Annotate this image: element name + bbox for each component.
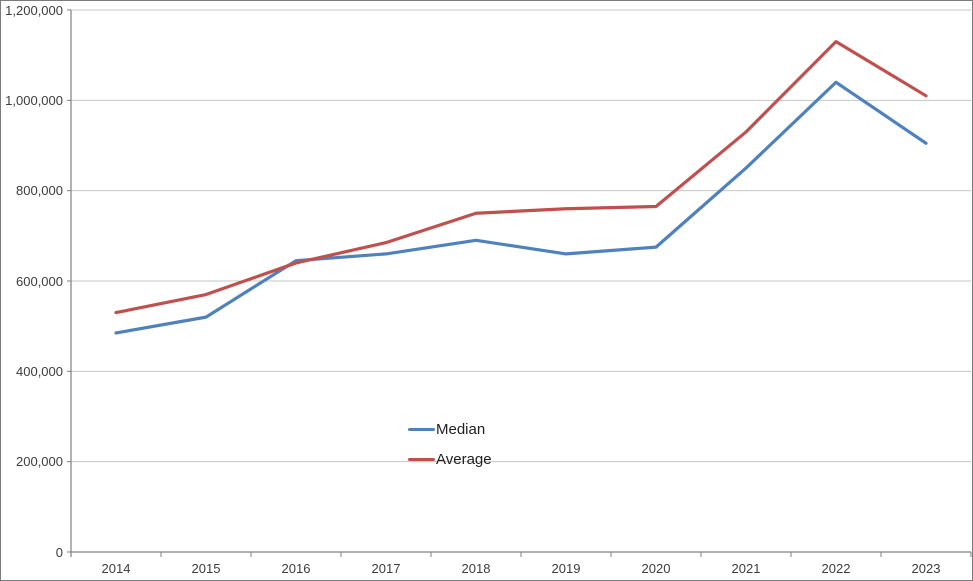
x-tick-label: 2018 <box>461 561 491 576</box>
x-tick-label: 2021 <box>731 561 761 576</box>
x-tick-label: 2014 <box>101 561 131 576</box>
x-tick-label: 2015 <box>191 561 221 576</box>
y-tick-label: 1,200,000 <box>5 2 63 18</box>
legend-label-average: Average <box>436 450 492 468</box>
series-line-average <box>114 40 928 315</box>
x-tick-label: 2017 <box>371 561 401 576</box>
series-line-median <box>114 80 928 335</box>
legend-label-median: Median <box>436 420 486 438</box>
legend-swatch-median-line <box>408 427 435 431</box>
legend-item-average: Average <box>408 444 492 474</box>
y-tick-label: 0 <box>55 544 63 560</box>
y-tick-label: 800,000 <box>16 183 63 199</box>
x-tick-label: 2016 <box>281 561 311 576</box>
legend: Median Average <box>408 414 492 474</box>
x-tick-label: 2022 <box>821 561 851 576</box>
x-tick-label: 2019 <box>551 561 581 576</box>
x-tick-label: 2023 <box>911 561 941 576</box>
y-tick-label: 400,000 <box>16 363 63 379</box>
legend-swatch-average-line <box>408 457 435 461</box>
y-tick-label: 1,000,000 <box>5 92 63 108</box>
legend-item-median: Median <box>408 414 492 444</box>
x-tick-label: 2020 <box>641 561 671 576</box>
y-tick-label: 200,000 <box>16 454 63 470</box>
y-tick-label: 600,000 <box>16 273 63 289</box>
